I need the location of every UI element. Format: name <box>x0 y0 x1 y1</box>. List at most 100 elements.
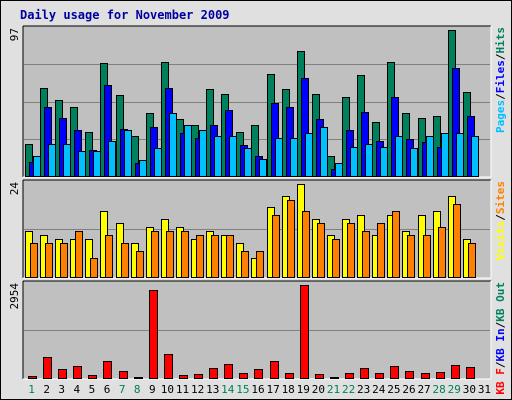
legend-visits: Visits <box>494 221 507 261</box>
x-tick-label: 16 <box>251 383 264 396</box>
x-tick-label: 28 <box>433 383 446 396</box>
bar-kb-f-day-21 <box>330 377 339 379</box>
x-tick-label: 10 <box>161 383 174 396</box>
legend: Pages/Files/Hits <box>494 27 507 133</box>
bar-sites-day-19 <box>302 211 310 278</box>
bar-sites-day-29 <box>453 204 461 278</box>
bar-pages-day-30 <box>471 136 479 177</box>
x-tick-label: 7 <box>119 383 126 396</box>
y-max-label: 97 <box>8 28 21 41</box>
bar-pages-day-11 <box>184 125 192 177</box>
legend-separator: / <box>494 321 507 328</box>
x-tick-label: 23 <box>357 383 370 396</box>
x-tick-label: 12 <box>191 383 204 396</box>
x-tick-label: 24 <box>372 383 386 396</box>
y-max-label: 24 <box>8 182 21 196</box>
bar-kb-f-day-25 <box>390 366 399 379</box>
legend-separator: / <box>494 214 507 221</box>
bar-kb-f-day-23 <box>360 368 369 379</box>
bar-kb-f-day-4 <box>73 366 82 379</box>
bar-sites-day-18 <box>287 200 295 278</box>
bar-sites-day-7 <box>121 243 129 278</box>
bar-sites-day-25 <box>392 211 400 278</box>
bar-kb-f-day-15 <box>239 373 248 379</box>
bar-pages-day-8 <box>139 160 147 177</box>
bar-pages-day-1 <box>33 156 41 177</box>
legend-files: Files <box>494 60 507 93</box>
x-tick-label: 1 <box>28 383 35 396</box>
x-tick-label: 9 <box>149 383 156 396</box>
bar-sites-day-28 <box>438 227 446 278</box>
bar-kb-f-day-28 <box>436 372 445 379</box>
bar-kb-f-day-3 <box>58 369 67 379</box>
bar-pages-day-4 <box>78 151 86 177</box>
bar-pages-day-28 <box>441 133 449 177</box>
bar-kb-f-day-2 <box>43 357 52 379</box>
bar-sites-day-11 <box>181 231 189 278</box>
x-tick-label: 31 <box>478 383 491 396</box>
bar-kb-f-day-11 <box>179 375 188 379</box>
legend-hits: Hits <box>494 27 507 54</box>
bar-kb-f-day-9 <box>149 290 158 379</box>
bar-sites-day-27 <box>423 235 431 278</box>
x-tick-label: 11 <box>176 383 189 396</box>
bar-pages-day-13 <box>214 136 222 177</box>
bar-pages-day-20 <box>320 127 328 177</box>
x-tick-label: 6 <box>104 383 111 396</box>
bar-pages-day-2 <box>48 144 56 177</box>
legend-separator: / <box>494 53 507 60</box>
bar-kb-f-day-26 <box>405 371 414 379</box>
bar-pages-day-21 <box>335 163 343 177</box>
bar-sites-day-10 <box>166 231 174 278</box>
legend-separator: / <box>494 93 507 100</box>
bar-sites-day-14 <box>226 235 234 278</box>
bar-kb-f-day-7 <box>119 371 128 379</box>
legend-pages: Pages <box>494 100 507 133</box>
legend: KB F/KB In/KB Out <box>494 282 507 395</box>
bar-pages-day-7 <box>124 130 132 177</box>
bar-sites-day-1 <box>30 243 38 278</box>
x-tick-label: 25 <box>387 383 400 396</box>
bar-pages-day-14 <box>229 136 237 177</box>
bar-pages-day-19 <box>305 133 313 177</box>
x-tick-label: 21 <box>327 383 340 396</box>
bar-pages-day-18 <box>290 138 298 177</box>
x-tick-label: 4 <box>74 383 81 396</box>
bar-kb-f-day-10 <box>164 354 173 379</box>
bar-pages-day-12 <box>199 130 207 177</box>
x-tick-label: 26 <box>402 383 415 396</box>
bar-kb-f-day-20 <box>315 374 324 379</box>
bar-sites-day-15 <box>241 251 249 278</box>
x-tick-label: 8 <box>134 383 141 396</box>
bar-pages-day-27 <box>426 136 434 177</box>
x-tick-label: 29 <box>448 383 461 396</box>
bar-sites-day-16 <box>256 251 264 278</box>
bar-pages-day-25 <box>395 136 403 177</box>
chart-title: Daily usage for November 2009 <box>20 8 230 22</box>
bar-sites-day-2 <box>45 243 53 278</box>
bar-pages-day-3 <box>63 144 71 177</box>
bar-pages-day-6 <box>108 141 116 177</box>
bar-kb-f-day-22 <box>345 373 354 379</box>
bar-sites-day-24 <box>377 223 385 278</box>
bar-sites-day-22 <box>347 223 355 278</box>
bar-pages-day-10 <box>169 113 177 177</box>
legend-kb-f: KB F <box>494 368 507 395</box>
bar-kb-f-day-8 <box>134 377 143 379</box>
legend: Visits/Sites <box>494 181 507 261</box>
bar-kb-f-day-18 <box>285 373 294 379</box>
bar-kb-f-day-6 <box>103 361 112 379</box>
x-tick-label: 13 <box>206 383 219 396</box>
x-tick-label: 15 <box>236 383 249 396</box>
x-tick-label: 30 <box>463 383 476 396</box>
bar-kb-f-day-1 <box>28 376 37 379</box>
bar-kb-f-day-5 <box>88 375 97 379</box>
bar-pages-day-15 <box>244 148 252 177</box>
bar-kb-f-day-24 <box>375 373 384 379</box>
legend-kb-out: KB Out <box>494 282 507 322</box>
bar-sites-day-26 <box>407 235 415 278</box>
bar-pages-day-9 <box>154 148 162 177</box>
